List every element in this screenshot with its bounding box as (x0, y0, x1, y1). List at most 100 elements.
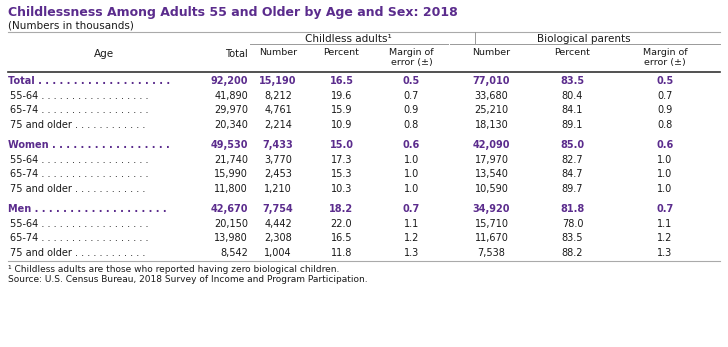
Text: 33,680: 33,680 (475, 91, 508, 101)
Text: 84.7: 84.7 (562, 169, 583, 179)
Text: 82.7: 82.7 (562, 155, 583, 165)
Text: 18,130: 18,130 (475, 120, 508, 130)
Text: 2,308: 2,308 (264, 233, 292, 243)
Text: 1.0: 1.0 (657, 184, 673, 194)
Text: 1.0: 1.0 (657, 155, 673, 165)
Text: 83.5: 83.5 (562, 233, 583, 243)
Text: 7,538: 7,538 (478, 248, 505, 258)
Text: 0.6: 0.6 (403, 140, 420, 150)
Text: 89.1: 89.1 (562, 120, 583, 130)
Text: 8,542: 8,542 (220, 248, 248, 258)
Text: 0.7: 0.7 (403, 204, 420, 214)
Text: 0.8: 0.8 (657, 120, 673, 130)
Text: Biological parents: Biological parents (537, 34, 631, 44)
Text: 20,340: 20,340 (214, 120, 248, 130)
Text: 84.1: 84.1 (562, 105, 583, 115)
Text: 34,920: 34,920 (472, 204, 510, 214)
Text: 1.1: 1.1 (657, 219, 673, 229)
Text: 77,010: 77,010 (472, 76, 510, 86)
Text: 4,761: 4,761 (264, 105, 292, 115)
Text: 1.3: 1.3 (657, 248, 673, 258)
Text: 22.0: 22.0 (331, 219, 352, 229)
Text: 75 and older . . . . . . . . . . . .: 75 and older . . . . . . . . . . . . (10, 184, 146, 194)
Text: 4,442: 4,442 (264, 219, 292, 229)
Text: 17,970: 17,970 (475, 155, 508, 165)
Text: 85.0: 85.0 (561, 140, 585, 150)
Text: Total . . . . . . . . . . . . . . . . . . .: Total . . . . . . . . . . . . . . . . . … (8, 76, 170, 86)
Text: Percent: Percent (323, 48, 360, 57)
Text: Percent: Percent (555, 48, 590, 57)
Text: 25,210: 25,210 (475, 105, 509, 115)
Text: Number: Number (472, 48, 510, 57)
Text: 0.8: 0.8 (404, 120, 419, 130)
Text: 21,740: 21,740 (214, 155, 248, 165)
Text: 0.6: 0.6 (657, 140, 673, 150)
Text: 1.3: 1.3 (404, 248, 419, 258)
Text: 0.9: 0.9 (404, 105, 419, 115)
Text: 81.8: 81.8 (561, 204, 585, 214)
Text: 42,670: 42,670 (210, 204, 248, 214)
Text: 1.2: 1.2 (657, 233, 673, 243)
Text: 49,530: 49,530 (210, 140, 248, 150)
Text: 10.9: 10.9 (331, 120, 352, 130)
Text: 2,453: 2,453 (264, 169, 292, 179)
Text: 16.5: 16.5 (331, 233, 352, 243)
Text: 1.0: 1.0 (404, 184, 419, 194)
Text: 0.5: 0.5 (657, 76, 673, 86)
Text: Number: Number (259, 48, 297, 57)
Text: Source: U.S. Census Bureau, 2018 Survey of Income and Program Participation.: Source: U.S. Census Bureau, 2018 Survey … (8, 275, 368, 284)
Text: 1,004: 1,004 (264, 248, 292, 258)
Text: 80.4: 80.4 (562, 91, 583, 101)
Text: 15,710: 15,710 (475, 219, 508, 229)
Text: 8,212: 8,212 (264, 91, 292, 101)
Text: 89.7: 89.7 (562, 184, 583, 194)
Text: 0.9: 0.9 (657, 105, 673, 115)
Text: 16.5: 16.5 (330, 76, 354, 86)
Text: 65-74 . . . . . . . . . . . . . . . . . .: 65-74 . . . . . . . . . . . . . . . . . … (10, 105, 149, 115)
Text: Childlessness Among Adults 55 and Older by Age and Sex: 2018: Childlessness Among Adults 55 and Older … (8, 6, 458, 19)
Text: 20,150: 20,150 (214, 219, 248, 229)
Text: 11,670: 11,670 (475, 233, 508, 243)
Text: 75 and older . . . . . . . . . . . .: 75 and older . . . . . . . . . . . . (10, 248, 146, 258)
Text: 55-64 . . . . . . . . . . . . . . . . . .: 55-64 . . . . . . . . . . . . . . . . . … (10, 155, 149, 165)
Text: 55-64 . . . . . . . . . . . . . . . . . .: 55-64 . . . . . . . . . . . . . . . . . … (10, 219, 149, 229)
Text: 13,540: 13,540 (475, 169, 508, 179)
Text: 13,980: 13,980 (214, 233, 248, 243)
Text: 19.6: 19.6 (331, 91, 352, 101)
Text: 3,770: 3,770 (264, 155, 292, 165)
Text: 10,590: 10,590 (475, 184, 508, 194)
Text: 17.3: 17.3 (331, 155, 352, 165)
Text: 83.5: 83.5 (561, 76, 585, 86)
Text: 1.0: 1.0 (404, 155, 419, 165)
Text: Total: Total (225, 49, 248, 59)
Text: 7,754: 7,754 (263, 204, 293, 214)
Text: 15.0: 15.0 (330, 140, 354, 150)
Text: 0.7: 0.7 (657, 91, 673, 101)
Text: Margin of
error (±): Margin of error (±) (389, 48, 434, 67)
Text: 78.0: 78.0 (562, 219, 583, 229)
Text: 75 and older . . . . . . . . . . . .: 75 and older . . . . . . . . . . . . (10, 120, 146, 130)
Text: 11.8: 11.8 (331, 248, 352, 258)
Text: Childless adults¹: Childless adults¹ (304, 34, 392, 44)
Text: 15.3: 15.3 (331, 169, 352, 179)
Text: 92,200: 92,200 (210, 76, 248, 86)
Text: 15,990: 15,990 (214, 169, 248, 179)
Text: 2,214: 2,214 (264, 120, 292, 130)
Text: 1.0: 1.0 (657, 169, 673, 179)
Text: Margin of
error (±): Margin of error (±) (643, 48, 687, 67)
Text: 18.2: 18.2 (330, 204, 354, 214)
Text: 0.7: 0.7 (404, 91, 419, 101)
Text: 11,800: 11,800 (214, 184, 248, 194)
Text: 65-74 . . . . . . . . . . . . . . . . . .: 65-74 . . . . . . . . . . . . . . . . . … (10, 233, 149, 243)
Text: 1.2: 1.2 (404, 233, 419, 243)
Text: 1.1: 1.1 (404, 219, 419, 229)
Text: 0.5: 0.5 (403, 76, 420, 86)
Text: 42,090: 42,090 (472, 140, 510, 150)
Text: Age: Age (94, 49, 114, 59)
Text: (Numbers in thousands): (Numbers in thousands) (8, 20, 134, 30)
Text: 10.3: 10.3 (331, 184, 352, 194)
Text: 15.9: 15.9 (331, 105, 352, 115)
Text: 1,210: 1,210 (264, 184, 292, 194)
Text: 65-74 . . . . . . . . . . . . . . . . . .: 65-74 . . . . . . . . . . . . . . . . . … (10, 169, 149, 179)
Text: ¹ Childless adults are those who reported having zero biological children.: ¹ Childless adults are those who reporte… (8, 265, 339, 274)
